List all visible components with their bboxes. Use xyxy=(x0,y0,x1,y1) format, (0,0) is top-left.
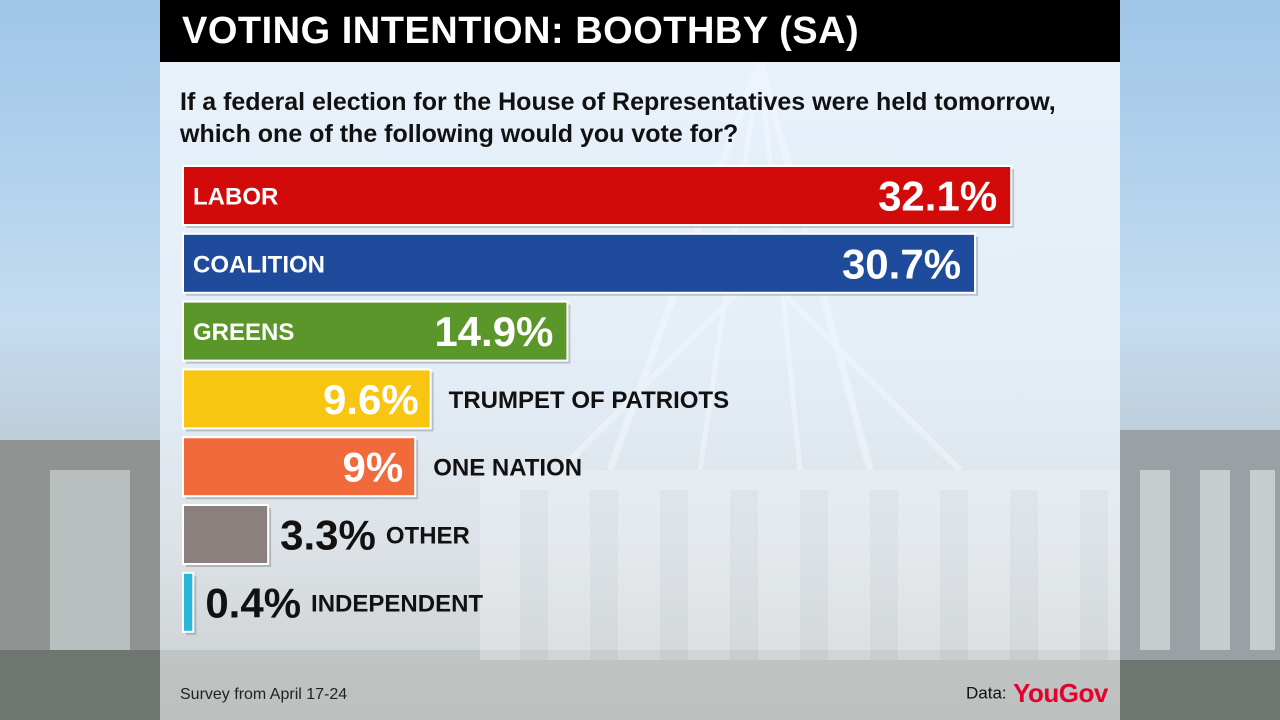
yougov-logo: YouGov xyxy=(1013,678,1108,708)
category-label-trumpet-of-patriots: TRUMPET OF PATRIOTS xyxy=(449,387,729,414)
category-label-greens: GREENS xyxy=(193,319,294,346)
category-label-one-nation: ONE NATION xyxy=(433,455,582,482)
title-bar: VOTING INTENTION: BOOTHBY (SA) xyxy=(160,0,1120,62)
survey-question: If a federal election for the House of R… xyxy=(180,88,1056,148)
bar-other xyxy=(182,504,270,565)
value-label-trumpet-of-patriots: 9.6% xyxy=(323,376,419,423)
category-label-independent: INDEPENDENT xyxy=(311,590,483,617)
value-label-independent: 0.4% xyxy=(205,579,301,626)
value-label-coalition: 30.7% xyxy=(842,240,961,287)
bar-greens xyxy=(182,300,569,362)
bar-independent xyxy=(182,571,195,633)
bar-labor xyxy=(182,165,1013,226)
survey-date-note: Survey from April 17-24 xyxy=(180,686,348,703)
data-source-credit: Data: YouGov xyxy=(966,678,1108,709)
bar-trumpet-of-patriots xyxy=(182,368,432,430)
value-label-other: 3.3% xyxy=(280,512,376,559)
category-label-other: OTHER xyxy=(386,523,470,550)
value-label-one-nation: 9% xyxy=(342,444,403,491)
category-label-coalition: COALITION xyxy=(193,251,325,278)
category-label-labor: LABOR xyxy=(193,184,278,211)
page-title: VOTING INTENTION: BOOTHBY (SA) xyxy=(182,10,860,52)
data-label: Data: xyxy=(966,683,1007,703)
bar-one-nation xyxy=(182,436,417,498)
value-label-greens: 14.9% xyxy=(434,308,553,355)
bar-coalition xyxy=(182,232,977,294)
value-label-labor: 32.1% xyxy=(878,173,997,220)
